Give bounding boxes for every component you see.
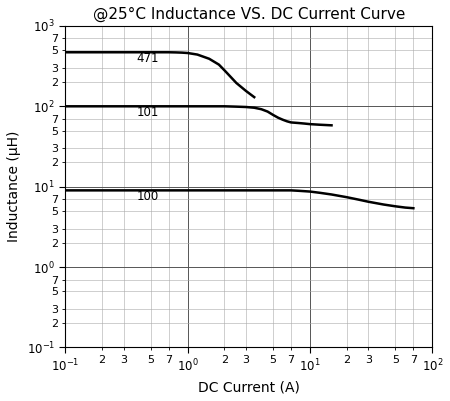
Text: 101: 101 — [136, 106, 159, 119]
Text: 471: 471 — [136, 52, 159, 65]
Text: 100: 100 — [136, 190, 158, 203]
X-axis label: DC Current (A): DC Current (A) — [198, 380, 300, 394]
Y-axis label: Inductance (μH): Inductance (μH) — [7, 131, 21, 242]
Title: @25°C Inductance VS. DC Current Curve: @25°C Inductance VS. DC Current Curve — [93, 7, 405, 22]
